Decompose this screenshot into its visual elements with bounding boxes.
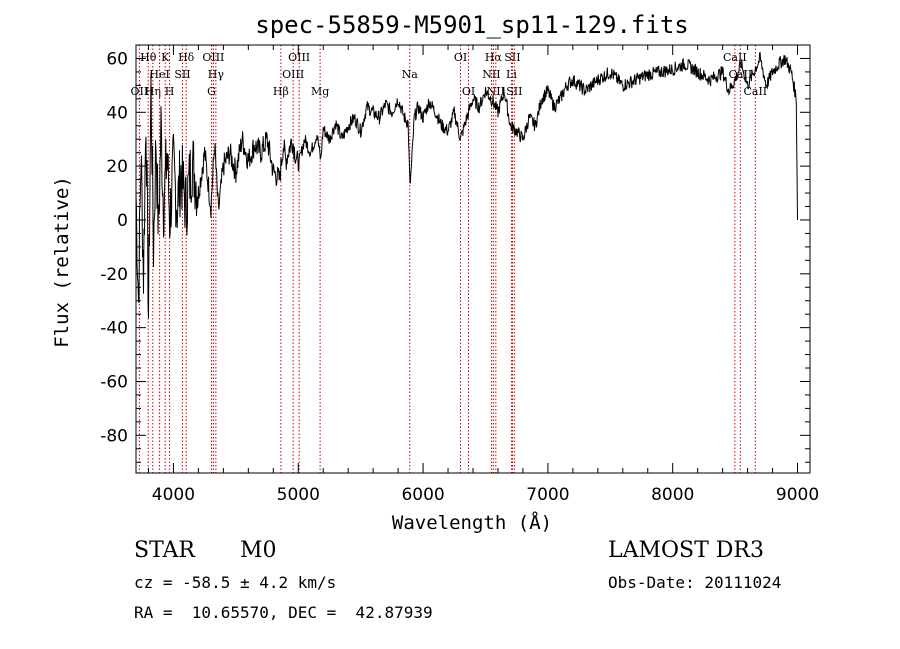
line-label-26: CaII [743, 85, 767, 98]
spectral-line-markers: OII Hθ Hη HeI K H SII Hδ OIII Hγ G Hβ OIII OIII Mg Na OI… [131, 45, 767, 473]
x-tick-label-1: 5000 [277, 485, 320, 505]
x-tick-label-0: 4000 [152, 485, 195, 505]
y-tick-label-2: -40 [100, 319, 128, 339]
x-tick-label-5: 9000 [776, 485, 819, 505]
line-label-4: K [161, 51, 170, 64]
line-label-19: Hα [485, 51, 503, 64]
line-label-16: OI [454, 51, 467, 64]
object-class: STAR [134, 538, 195, 563]
spectrum-line [135, 51, 798, 319]
spectrum-series [135, 51, 798, 319]
axes: 4000 5000 6000 7000 8000 9000 -80 -60 -40 -20 0 20 4… [100, 44, 819, 505]
line-label-0: OII [131, 85, 149, 98]
line-label-9: Hγ [208, 68, 225, 81]
line-label-15: Na [402, 68, 419, 81]
object-subclass: M0 [240, 538, 277, 563]
line-label-14: Mg [311, 85, 329, 98]
line-label-12: OIII [282, 68, 304, 81]
line-label-22: SII [504, 51, 520, 64]
coordinates: RA = 10.65570, DEC = 42.87939 [134, 603, 433, 622]
line-label-3: HeI [149, 68, 169, 81]
x-tick-label-2: 6000 [401, 485, 444, 505]
y-tick-label-5: 20 [106, 157, 128, 177]
line-label-7: Hδ [178, 51, 195, 64]
y-axis-label: Flux (relative) [51, 176, 73, 348]
observation-date: Obs-Date: 20111024 [608, 573, 782, 592]
y-tick-label-7: 60 [106, 49, 128, 69]
y-tick-label-0: -80 [100, 426, 128, 446]
line-label-1: Hθ [140, 51, 157, 64]
line-label-25: CaII [729, 68, 753, 81]
line-label-8: OIII [202, 51, 224, 64]
survey-name: LAMOST DR3 [608, 538, 764, 563]
x-tick-label-3: 7000 [526, 485, 569, 505]
y-tick-label-6: 40 [106, 103, 128, 123]
y-tick-label-3: -20 [100, 265, 128, 285]
line-label-20: NII [487, 85, 505, 98]
line-label-2: Hη [145, 85, 161, 98]
redshift-velocity: cz = -58.5 ± 4.2 km/s [134, 573, 337, 592]
line-label-6: SII [174, 68, 190, 81]
x-axis-label: Wavelength (Å) [392, 511, 552, 534]
y-tick-label-1: -60 [100, 372, 128, 392]
line-label-23: SII [506, 85, 522, 98]
x-tick-label-4: 8000 [651, 485, 694, 505]
line-label-18: NII [482, 68, 500, 81]
line-label-11: Hβ [273, 85, 289, 98]
line-label-17: OI [462, 85, 475, 98]
line-label-13: OIII [288, 51, 310, 64]
line-label-24: CaII [723, 51, 747, 64]
line-label-21: Li [506, 68, 517, 81]
plot-frame [135, 44, 811, 474]
chart-title: spec-55859-M5901_sp11-129.fits [255, 11, 688, 39]
line-label-5: H [165, 85, 175, 98]
y-tick-label-4: 0 [117, 211, 128, 231]
line-label-10: G [207, 85, 216, 98]
